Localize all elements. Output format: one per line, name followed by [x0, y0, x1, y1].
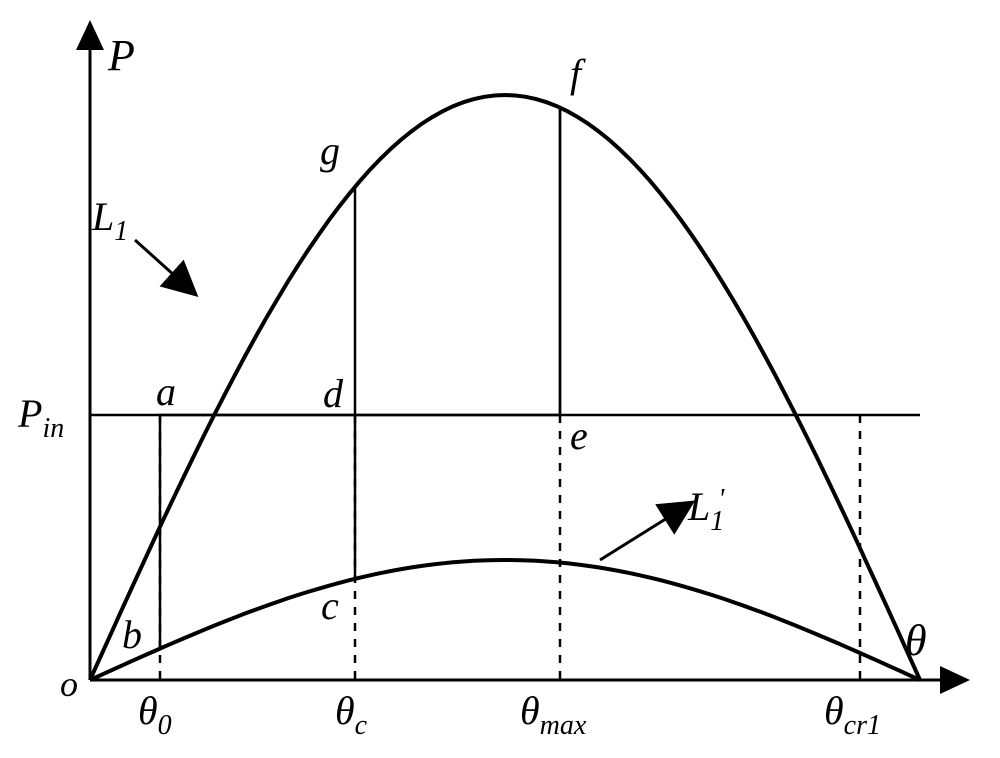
point-label-g: g — [320, 128, 340, 173]
point-label-e: e — [570, 413, 588, 458]
origin-label: o — [60, 664, 78, 704]
tick-theta0: θ0 — [138, 688, 172, 741]
axis-label-P: P — [107, 31, 135, 80]
x-axis-arrowhead — [940, 666, 970, 694]
tick-thetacr1: θcr1 — [824, 688, 881, 741]
point-label-c: c — [321, 583, 339, 628]
pointer-L1-prime — [600, 510, 680, 560]
curve-L1-prime — [90, 560, 920, 680]
curve-L1 — [90, 95, 920, 680]
point-label-f: f — [570, 51, 586, 96]
pointer-L1 — [135, 240, 185, 285]
label-L1: L1 — [91, 194, 128, 247]
axis-label-theta: θ — [905, 616, 927, 665]
equal-area-diagram: P θ o Pin a b c d e f g L1 L1' θ0 θc θma… — [0, 0, 1000, 758]
y-axis-arrowhead — [76, 20, 104, 50]
point-label-a: a — [156, 369, 176, 414]
point-label-d: d — [323, 371, 344, 416]
hatched-area-abcd — [0, 0, 1000, 758]
label-Pin: Pin — [17, 391, 64, 444]
tick-thetamax: θmax — [520, 688, 587, 741]
tick-thetac: θc — [335, 688, 368, 741]
point-label-b: b — [122, 612, 142, 657]
hatched-area-dgfe — [0, 0, 1000, 758]
label-L1-prime: L1' — [687, 484, 725, 537]
